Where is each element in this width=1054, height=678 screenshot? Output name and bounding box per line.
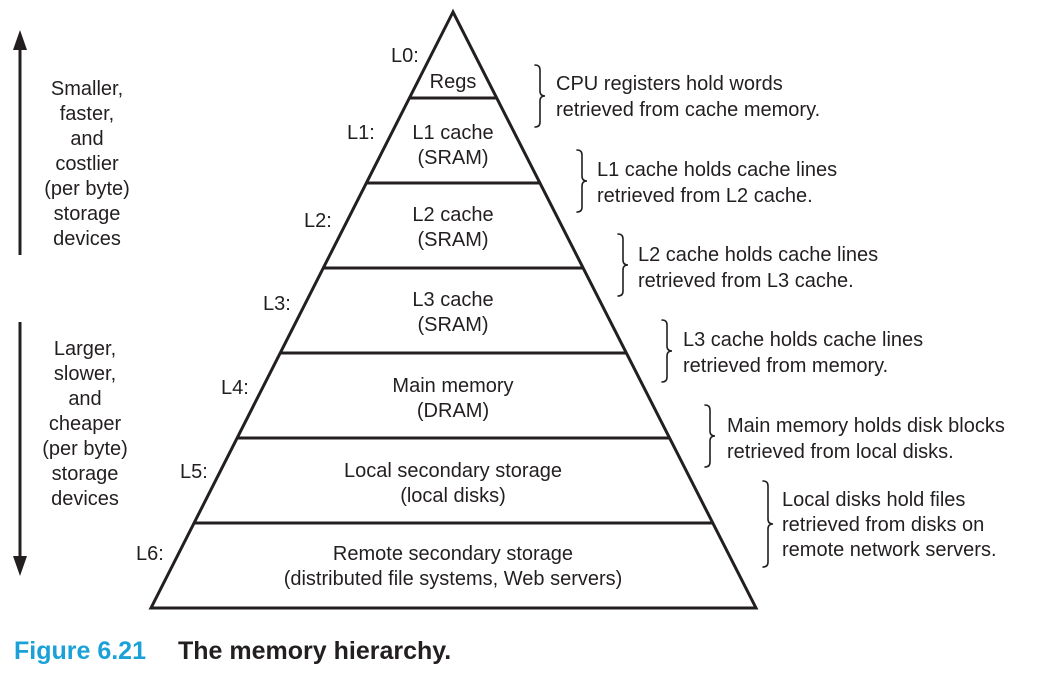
level-label: L4: — [221, 377, 249, 399]
note-line: retrieved from local disks. — [727, 441, 954, 463]
side-line: Larger, — [54, 338, 116, 360]
tier-text: L1 cache — [412, 122, 493, 144]
figure-title: The memory hierarchy. — [178, 637, 451, 665]
level-label: L1: — [347, 122, 375, 144]
side-line: (per byte) — [44, 178, 130, 200]
brace-icon — [534, 64, 546, 128]
tier-text: (SRAM) — [417, 314, 488, 336]
brace-icon — [576, 149, 588, 213]
level-label: L2: — [304, 210, 332, 232]
left-top-text: Smaller, faster, and costlier (per byte)… — [44, 78, 130, 250]
side-line: devices — [51, 488, 119, 510]
tier-text: (SRAM) — [417, 229, 488, 251]
tier-text: (DRAM) — [417, 400, 489, 422]
tier-text: Local secondary storage — [344, 460, 562, 482]
side-line: and — [68, 388, 101, 410]
pyramid-outline — [148, 8, 759, 610]
side-line: (per byte) — [42, 438, 128, 460]
note-line: retrieved from memory. — [683, 355, 888, 377]
side-line: costlier — [55, 153, 119, 175]
tier-text: (local disks) — [400, 485, 506, 507]
brace-icon — [617, 233, 629, 297]
side-line: faster, — [60, 103, 114, 125]
note-line: L2 cache holds cache lines — [638, 244, 878, 266]
side-line: slower, — [54, 363, 116, 385]
level-label: L3: — [263, 293, 291, 315]
tier-text: Remote secondary storage — [333, 543, 573, 565]
side-line: cheaper — [49, 413, 122, 435]
notes: CPU registers hold words retrieved from … — [556, 73, 1005, 561]
pyramid — [148, 8, 759, 610]
figure-number: Figure 6.21 — [14, 637, 146, 665]
tier-text: (distributed file systems, Web servers) — [284, 568, 623, 590]
brace-icon — [704, 404, 716, 468]
note-line: L1 cache holds cache lines — [597, 159, 837, 181]
level-label: L6: — [136, 543, 164, 565]
level-label: L5: — [180, 461, 208, 483]
level-label: L0: — [391, 45, 419, 67]
note-line: L3 cache holds cache lines — [683, 329, 923, 351]
down-arrow — [13, 322, 27, 576]
note-line: retrieved from L2 cache. — [597, 185, 813, 207]
tier-text: Main memory — [392, 375, 513, 397]
side-line: and — [70, 128, 103, 150]
brace-icon — [762, 480, 774, 568]
braces — [534, 64, 774, 568]
up-arrow — [13, 30, 27, 255]
tier-texts: Regs L1 cache (SRAM) L2 cache (SRAM) L3 … — [284, 71, 623, 590]
tier-text: L3 cache — [412, 289, 493, 311]
brace-icon — [661, 319, 673, 383]
note-line: retrieved from L3 cache. — [638, 270, 854, 292]
side-line: storage — [52, 463, 119, 485]
caption: Figure 6.21 The memory hierarchy. — [14, 637, 451, 665]
note-line: Local disks hold files — [782, 489, 965, 511]
tier-text: L2 cache — [412, 204, 493, 226]
side-line: devices — [53, 228, 121, 250]
note-line: remote network servers. — [782, 539, 997, 561]
note-line: retrieved from disks on — [782, 514, 984, 536]
side-line: storage — [54, 203, 121, 225]
note-line: CPU registers hold words — [556, 73, 783, 95]
note-line: retrieved from cache memory. — [556, 99, 820, 121]
tier-text: (SRAM) — [417, 147, 488, 169]
side-line: Smaller, — [51, 78, 123, 100]
note-line: Main memory holds disk blocks — [727, 415, 1005, 437]
level-labels: L0: L1: L2: L3: L4: L5: L6: — [136, 45, 419, 565]
tier-text: Regs — [430, 71, 477, 93]
left-bottom-text: Larger, slower, and cheaper (per byte) s… — [42, 338, 128, 510]
